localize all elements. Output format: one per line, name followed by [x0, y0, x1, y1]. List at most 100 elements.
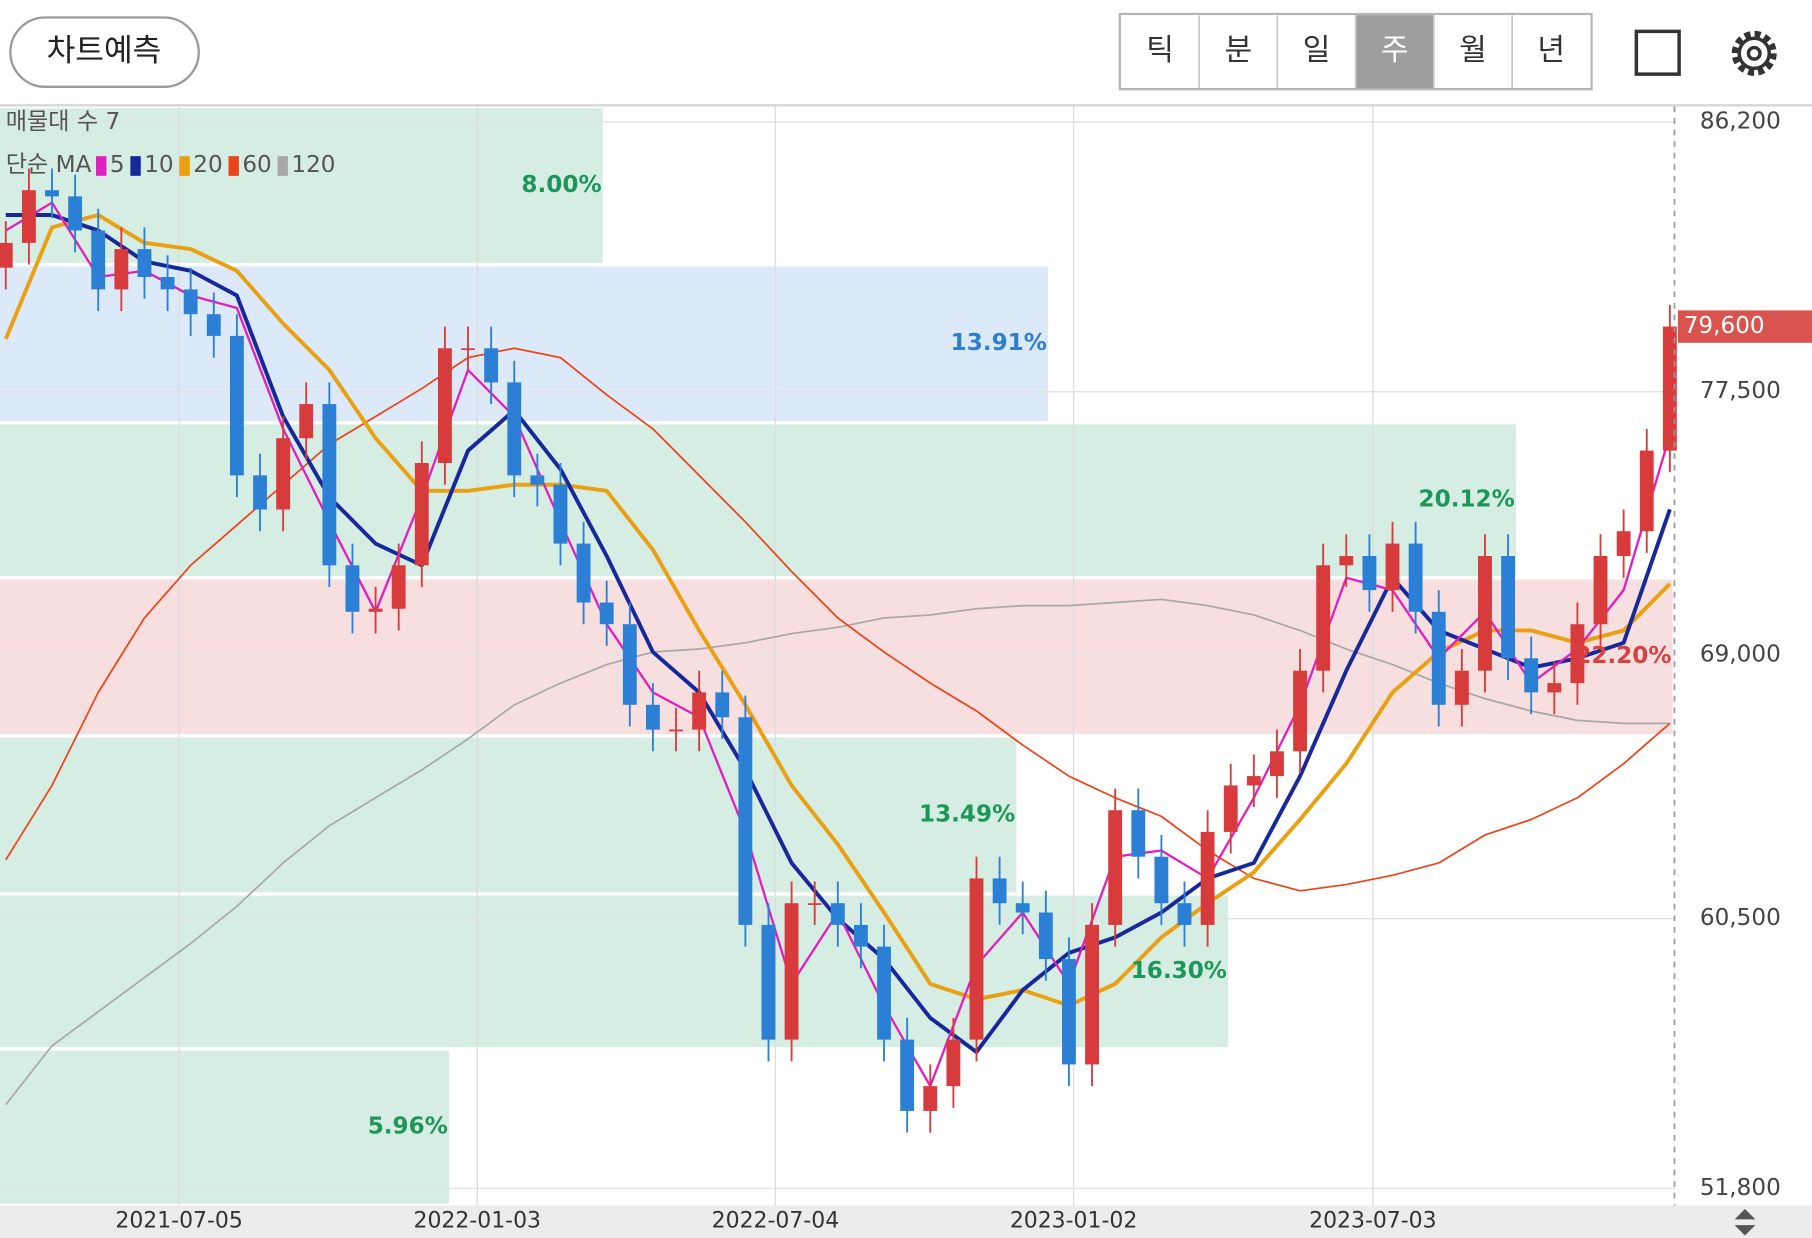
candle-body — [183, 289, 198, 315]
candle-body — [1223, 785, 1238, 832]
candle-body — [1246, 776, 1261, 786]
period-label[interactable]: 틱 — [1146, 33, 1174, 68]
candle-body — [645, 704, 660, 730]
candle-body — [345, 565, 360, 612]
candle-body — [622, 624, 637, 705]
scale-handle[interactable] — [1734, 1208, 1756, 1236]
candle-body — [414, 462, 429, 566]
candle-body — [1293, 670, 1307, 752]
scale-handle-icon[interactable] — [1734, 1208, 1756, 1236]
period-button[interactable] — [1355, 15, 1434, 88]
volume-zone — [0, 579, 1673, 735]
ma-line — [3, 213, 1672, 1008]
candle-body — [1547, 683, 1562, 693]
x-tick-label: 2021-07-05 — [115, 1209, 243, 1234]
candle-body — [1362, 556, 1377, 591]
candle-body — [1408, 543, 1423, 612]
settings-icon[interactable] — [1731, 30, 1777, 76]
gear-hole[interactable] — [1746, 45, 1762, 61]
legend-label: 20 — [193, 152, 222, 178]
predict-button[interactable] — [9, 16, 200, 88]
candle-body — [507, 382, 522, 476]
candle-body — [1015, 903, 1030, 913]
candle-body — [299, 404, 314, 439]
period-label[interactable]: 년 — [1537, 33, 1565, 68]
candle-body — [830, 903, 845, 925]
zone-percent-label: 13.91% — [951, 330, 1047, 356]
candle-body — [738, 717, 753, 925]
candle-body — [1385, 543, 1400, 591]
candle-body — [1501, 556, 1516, 659]
legend-label: 60 — [242, 152, 271, 178]
candle-body — [715, 692, 730, 718]
candle-body — [1593, 556, 1608, 625]
candle-body — [45, 190, 59, 197]
legend-swatch — [277, 156, 288, 176]
candle-body — [276, 438, 291, 510]
y-tick-label: 69,000 — [1700, 642, 1781, 668]
candle-body — [761, 924, 776, 1040]
y-tick-label: 77,500 — [1700, 378, 1781, 404]
candle-body — [969, 878, 984, 1040]
gear-teeth[interactable] — [1731, 30, 1777, 76]
predict-button-label[interactable]: 차트예측 — [47, 33, 162, 69]
volume-zone — [0, 424, 1516, 576]
period-label[interactable]: 일 — [1303, 33, 1331, 68]
candle-body — [900, 1039, 915, 1111]
candle-body — [669, 729, 683, 732]
plot-area: 8.00% 13.91% 20.12% 22.20% 13.49% 16.30% 5.96% — [0, 106, 1677, 1206]
y-axis: 86,200 77,500 69,000 60,500 51,800 79,600 — [1677, 108, 1812, 1201]
candles — [0, 168, 1677, 1133]
candle-body — [461, 348, 475, 351]
ma-legend-title: 단순 MA — [6, 152, 92, 178]
period-button[interactable] — [1512, 15, 1591, 88]
ma-line — [5, 598, 1670, 1106]
candle-body — [368, 608, 383, 612]
x-tick-label: 2023-07-03 — [1309, 1209, 1437, 1234]
candle-body — [1662, 326, 1677, 451]
volume-zone — [0, 1050, 450, 1204]
legend: 매물대 수 7 단순 MA 5 10 20 60 120 — [6, 109, 336, 178]
x-axis-strip — [0, 1205, 1812, 1238]
candle-body — [807, 903, 822, 905]
period-label[interactable]: 분 — [1224, 33, 1252, 68]
legend-label: 120 — [291, 152, 335, 178]
candle-body — [576, 543, 591, 603]
candle-body — [1108, 810, 1123, 925]
candle-body — [946, 1039, 961, 1087]
candle-body — [91, 230, 106, 290]
candle-body — [206, 314, 221, 336]
zone-percent-label: 5.96% — [368, 1114, 448, 1140]
period-label[interactable]: 월 — [1459, 33, 1487, 68]
candle-body — [1062, 959, 1076, 1065]
candle-body — [437, 348, 452, 463]
period-button[interactable] — [1277, 15, 1356, 88]
period-button[interactable] — [1433, 15, 1513, 88]
legend-swatch — [130, 156, 141, 176]
legend-swatch — [228, 156, 239, 176]
candle-body — [1085, 924, 1099, 1065]
zone-percent-label: 20.12% — [1419, 487, 1515, 513]
gear-body[interactable] — [1737, 36, 1771, 71]
volume-profile-title: 매물대 수 7 — [6, 109, 120, 135]
candle-body — [114, 249, 129, 290]
candle-body — [68, 196, 83, 231]
period-button[interactable] — [1120, 15, 1200, 88]
candle-body — [21, 190, 36, 243]
zone-percent-label: 13.49% — [919, 801, 1015, 827]
candle-body — [1131, 810, 1146, 857]
zone-percent-label: 8.00% — [521, 172, 601, 198]
zone-percent-label: 16.30% — [1131, 958, 1227, 984]
fullscreen-icon[interactable] — [1634, 29, 1681, 76]
period-label[interactable]: 주 — [1381, 33, 1409, 68]
period-button[interactable] — [1199, 15, 1278, 88]
candle-body — [1616, 531, 1631, 557]
candle-body — [1339, 556, 1354, 566]
y-tick-label: 60,500 — [1700, 905, 1781, 931]
candle-body — [1270, 751, 1284, 777]
candle-body — [484, 348, 499, 383]
candle-body — [160, 276, 175, 290]
legend-label: 5 — [110, 152, 125, 178]
